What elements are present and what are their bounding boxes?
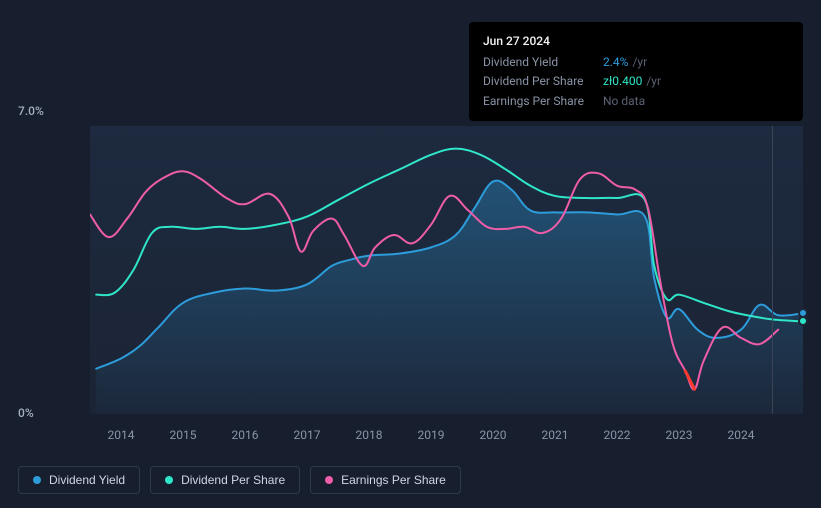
legend-label: Dividend Per Share — [181, 473, 285, 487]
x-axis-label: 2023 — [666, 428, 693, 442]
chart-plot[interactable] — [90, 126, 803, 414]
y-axis-min: 0% — [18, 406, 34, 420]
legend-item[interactable]: Dividend Yield — [18, 466, 140, 494]
legend-dot — [165, 476, 173, 484]
x-axis-label: 2017 — [294, 428, 321, 442]
tooltip-label: Earnings Per Share — [483, 92, 603, 111]
tooltip-value: 2.4% — [603, 53, 628, 72]
x-axis-labels: 2014 2015 2016 2017 2018 2019 2020 2021 2022 2023… — [90, 428, 803, 448]
tooltip-value: zł0.400 — [603, 72, 642, 91]
legend-label: Earnings Per Share — [341, 473, 446, 487]
x-axis-label: 2020 — [480, 428, 507, 442]
chart-svg — [90, 126, 803, 414]
legend: Dividend Yield Dividend Per Share Earnings… — [18, 466, 461, 494]
series-end-dot — [798, 316, 808, 326]
tooltip-label: Dividend Yield — [483, 53, 603, 72]
tooltip-label: Dividend Per Share — [483, 72, 603, 91]
x-axis-label: 2015 — [170, 428, 197, 442]
x-axis-label: 2014 — [108, 428, 135, 442]
legend-dot — [325, 476, 333, 484]
legend-item[interactable]: Earnings Per Share — [310, 466, 461, 494]
x-axis-label: 2022 — [603, 428, 630, 442]
legend-label: Dividend Yield — [49, 473, 125, 487]
tooltip-value: No data — [603, 92, 645, 111]
chart-tooltip: Jun 27 2024 Dividend Yield2.4%/yrDividen… — [469, 22, 803, 121]
chart-area: 7.0% 0% Past 201420152016201720182019202… — [18, 108, 803, 448]
x-axis-label: 2019 — [418, 428, 445, 442]
x-axis-label: 2018 — [356, 428, 383, 442]
y-axis-max: 7.0% — [18, 104, 44, 118]
x-axis-label: 2024 — [727, 428, 754, 442]
tooltip-date: Jun 27 2024 — [483, 32, 789, 51]
tooltip-row: Dividend Per Sharezł0.400/yr — [483, 72, 789, 91]
legend-dot — [33, 476, 41, 484]
x-axis-label: 2016 — [232, 428, 259, 442]
tooltip-unit: /yr — [632, 53, 647, 72]
x-axis-label: 2021 — [542, 428, 569, 442]
tooltip-rows: Dividend Yield2.4%/yrDividend Per Sharez… — [483, 53, 789, 111]
tooltip-unit: /yr — [646, 72, 661, 91]
tooltip-row: Dividend Yield2.4% /yr — [483, 53, 789, 72]
legend-item[interactable]: Dividend Per Share — [150, 466, 300, 494]
selection-line — [772, 126, 773, 414]
tooltip-row: Earnings Per ShareNo data — [483, 92, 789, 111]
